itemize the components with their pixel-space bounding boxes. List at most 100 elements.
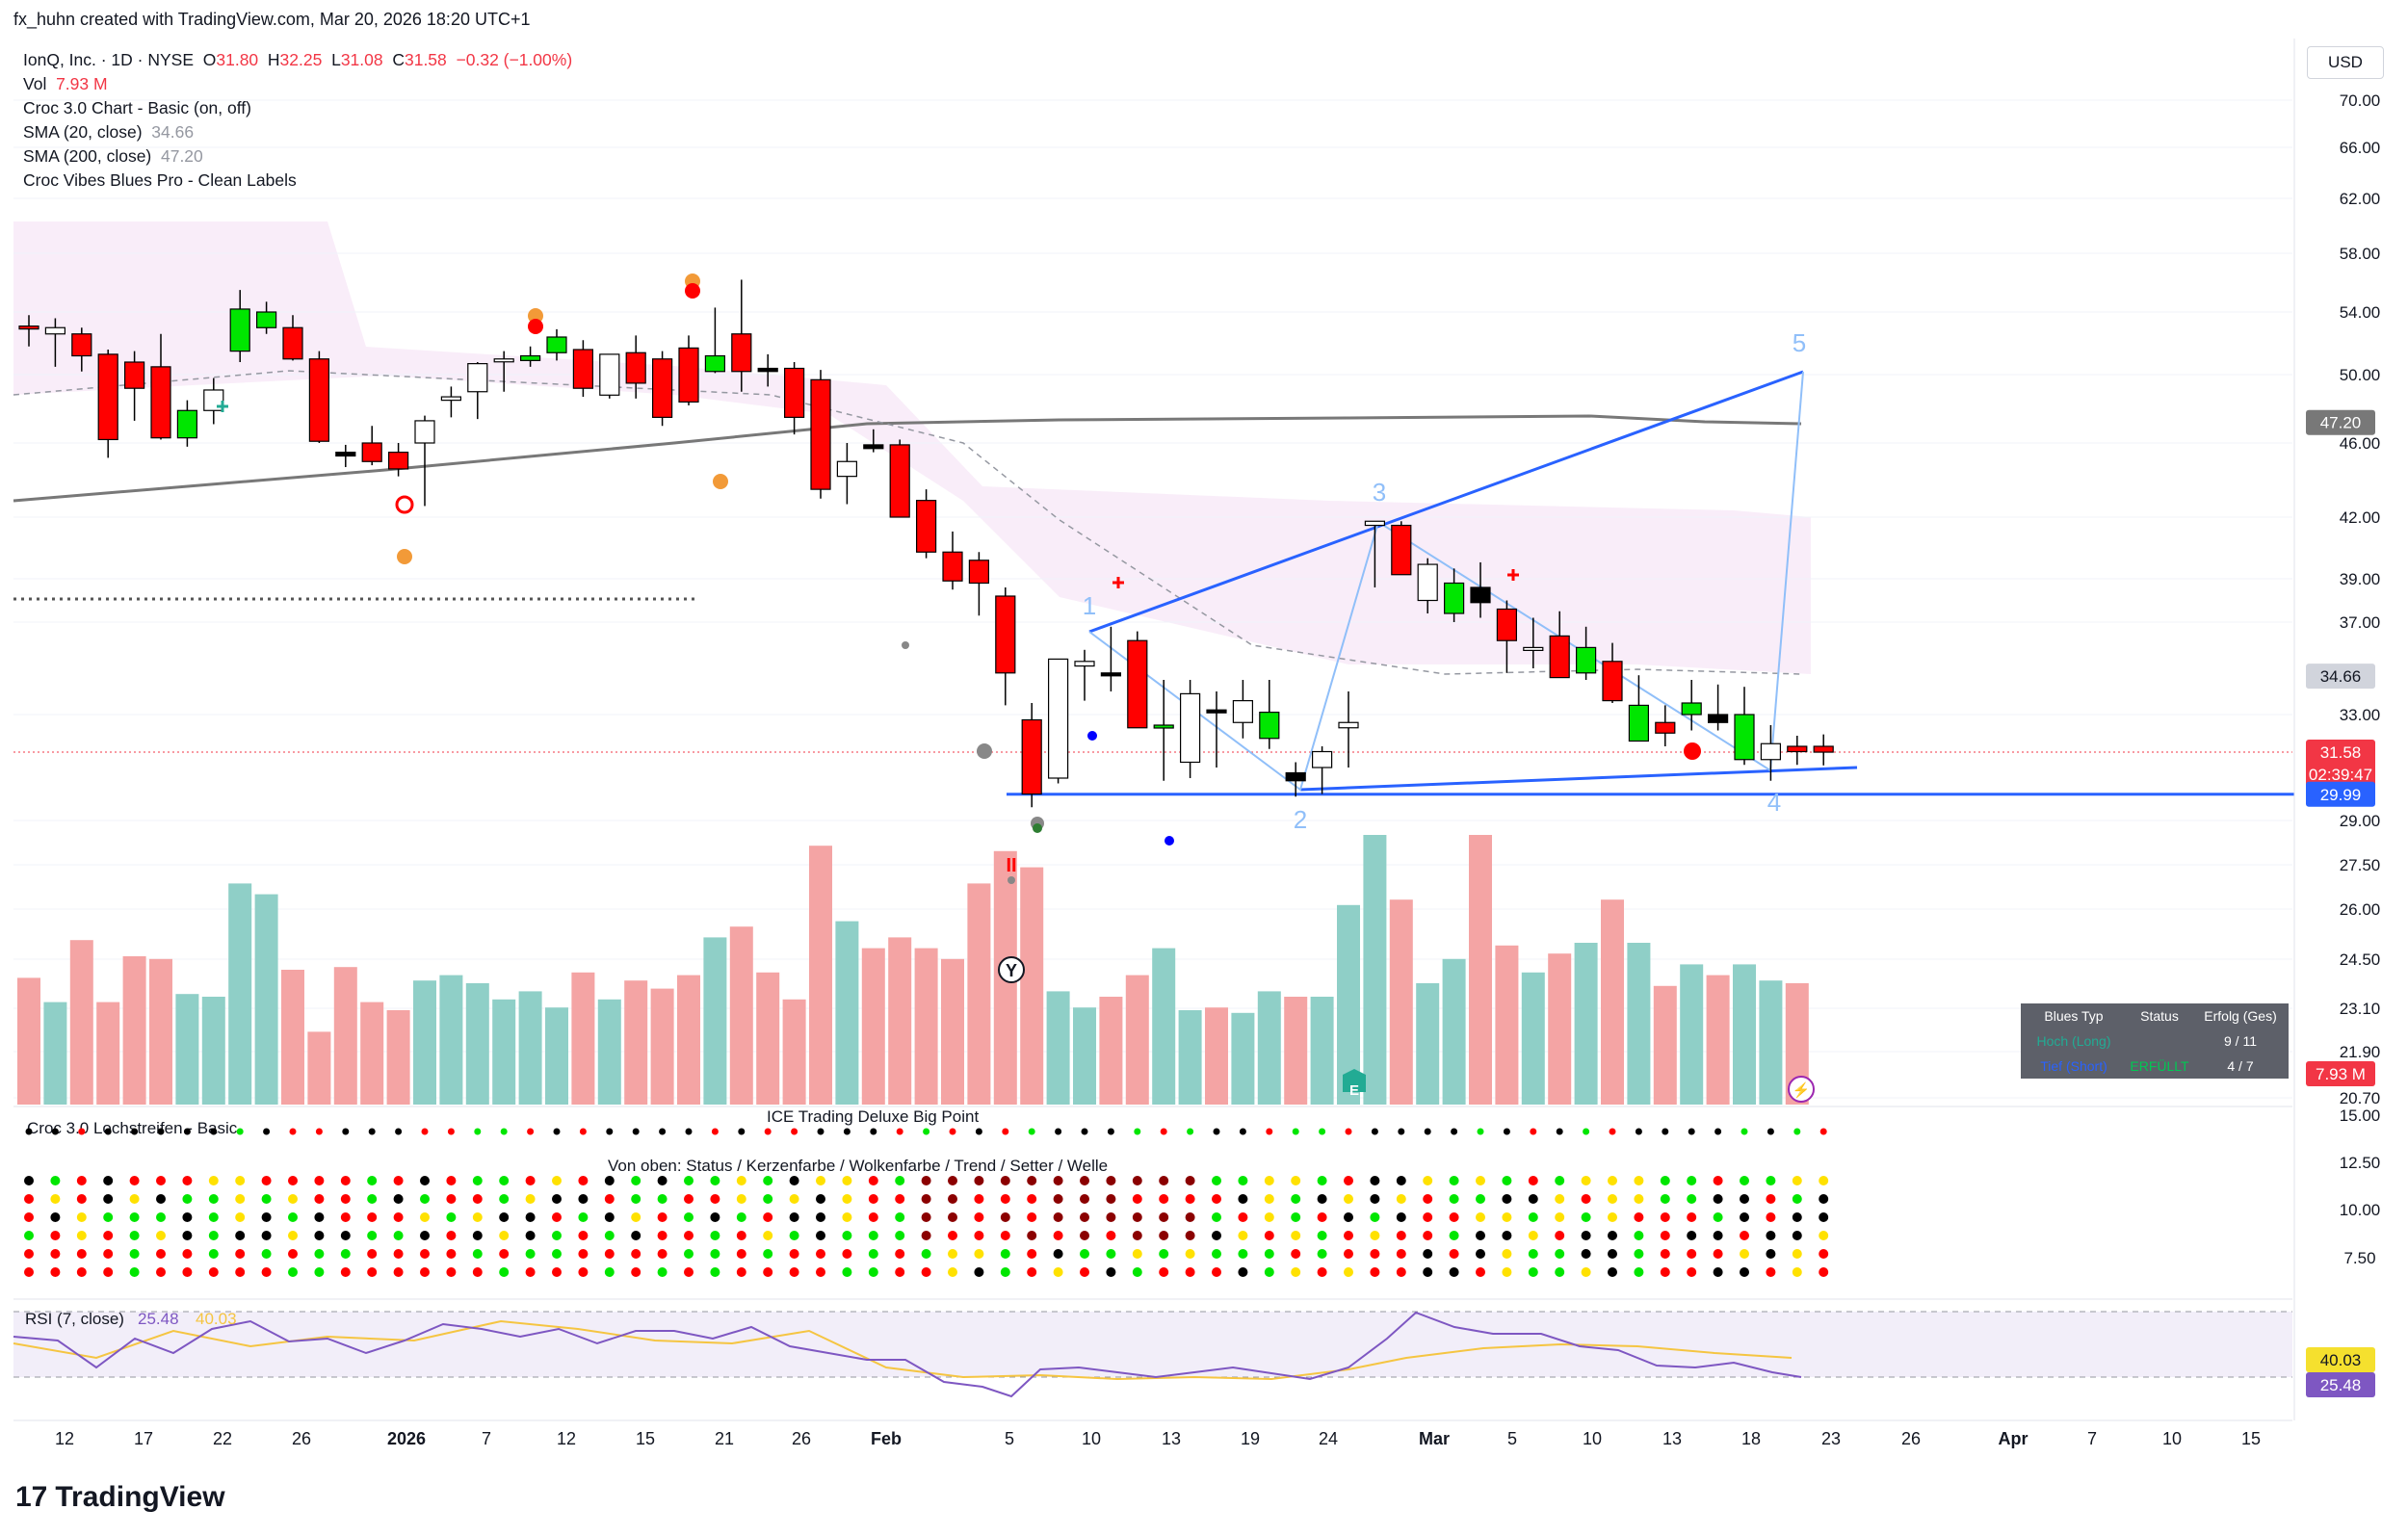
rsi-value: 25.48 <box>138 1310 179 1328</box>
candle-body <box>915 500 937 553</box>
candle-body <box>1100 672 1122 677</box>
status-dot <box>1608 1212 1617 1222</box>
plus-marker <box>1112 577 1124 588</box>
status-dot <box>1396 1212 1406 1222</box>
volume-bar <box>941 958 964 1105</box>
status-dot <box>393 1249 404 1259</box>
volume-bar <box>201 997 225 1105</box>
status-dot <box>816 1194 825 1204</box>
status-dot <box>552 1176 562 1185</box>
status-dot <box>1687 1176 1697 1185</box>
status-dot <box>103 1249 114 1259</box>
status-dot <box>1555 1176 1565 1185</box>
status-dot <box>1159 1231 1169 1240</box>
status-dot <box>182 1194 193 1204</box>
status-dot <box>1000 1176 1010 1185</box>
lochstreifen-dot <box>1767 1128 1774 1135</box>
price-tick-label: 46.00 <box>2340 434 2381 453</box>
status-dot <box>156 1267 166 1277</box>
status-dot <box>657 1212 667 1222</box>
status-dot <box>974 1212 984 1222</box>
status-dot <box>974 1267 984 1277</box>
sma200-value: 47.20 <box>160 146 203 166</box>
status-dot <box>1238 1194 1248 1204</box>
status-dot <box>1634 1212 1644 1222</box>
status-dot <box>1106 1212 1116 1222</box>
status-dot <box>472 1194 483 1204</box>
status-dot <box>1581 1194 1591 1204</box>
status-dot <box>261 1176 272 1185</box>
status-dot <box>710 1249 720 1259</box>
signal-dot <box>397 549 412 564</box>
y-marker: Y <box>1006 961 1017 980</box>
status-dot <box>921 1267 931 1277</box>
lochstreifen-dot <box>1398 1128 1405 1135</box>
currency-button[interactable]: USD <box>2307 46 2384 79</box>
lochstreifen-dot <box>25 1128 33 1135</box>
status-dot <box>50 1267 61 1277</box>
status-dot <box>367 1267 378 1277</box>
lightning-icon[interactable] <box>1788 1076 1815 1103</box>
rsi-ma-value: 40.03 <box>196 1310 237 1328</box>
volume-bar <box>96 1002 120 1105</box>
upper-trendline <box>1088 370 1804 634</box>
time-tick-label: 15 <box>2241 1429 2261 1448</box>
volume-bar <box>281 970 304 1105</box>
status-dot <box>208 1176 219 1185</box>
lochstreifen-dot <box>1424 1128 1431 1135</box>
status-dot <box>1449 1231 1459 1240</box>
indicator-vibes[interactable]: Croc Vibes Blues Pro - Clean Labels <box>23 170 297 190</box>
status-dot <box>842 1212 852 1222</box>
status-dot <box>420 1176 430 1185</box>
status-dot <box>367 1231 378 1240</box>
status-dot <box>710 1231 720 1240</box>
blues-table-row: Hoch (Long) 9 / 11 <box>2021 1028 2289 1054</box>
status-dot <box>367 1194 378 1204</box>
status-dot <box>288 1249 298 1259</box>
status-dot <box>261 1231 272 1240</box>
status-dot <box>1449 1267 1459 1277</box>
wave-label: 5 <box>1793 328 1806 357</box>
volume-bar <box>571 972 595 1105</box>
status-dot <box>736 1194 746 1204</box>
status-dot <box>1449 1249 1459 1259</box>
rsi-line <box>13 1311 1802 1398</box>
status-dot <box>1555 1249 1565 1259</box>
status-dot <box>1792 1249 1802 1259</box>
volume-bar <box>175 994 199 1105</box>
status-dot <box>1476 1249 1485 1259</box>
time-tick-label: 13 <box>1162 1429 1181 1448</box>
candle-body <box>783 367 805 418</box>
status-dot <box>895 1212 905 1222</box>
status-dot <box>156 1194 166 1204</box>
candle-body <box>176 409 197 439</box>
status-dot <box>868 1267 878 1277</box>
candle-body <box>599 353 620 396</box>
candle-body <box>1127 639 1148 729</box>
status-dot <box>868 1194 878 1204</box>
y-marker-circle <box>998 956 1025 983</box>
indicator-sma20[interactable]: SMA (20, close) 34.66 <box>23 120 572 144</box>
status-dot <box>921 1249 931 1259</box>
status-dot <box>499 1194 510 1204</box>
volume-row[interactable]: Vol 7.93 M <box>23 72 572 96</box>
status-dot <box>314 1212 325 1222</box>
symbol-title[interactable]: IonQ, Inc. · 1D · NYSE <box>23 50 194 69</box>
status-dot <box>340 1194 351 1204</box>
indicator-sma200[interactable]: SMA (200, close) 47.20 <box>23 144 572 169</box>
status-dot <box>1792 1212 1802 1222</box>
status-dot <box>578 1267 589 1277</box>
status-dot <box>868 1231 878 1240</box>
status-dot <box>420 1249 430 1259</box>
status-dot <box>50 1194 61 1204</box>
volume-bar <box>228 883 252 1105</box>
lochstreifen-dot <box>1055 1128 1062 1135</box>
status-dot <box>921 1212 931 1222</box>
indicator-croc[interactable]: Croc 3.0 Chart - Basic (on, off) <box>23 98 251 117</box>
status-dot <box>1027 1249 1037 1259</box>
status-dot <box>1502 1194 1512 1204</box>
tradingview-logo[interactable]: 17 TradingView <box>15 1481 225 1514</box>
lochstreifen-dot <box>1635 1128 1642 1135</box>
time-tick-label: 5 <box>1507 1429 1517 1448</box>
